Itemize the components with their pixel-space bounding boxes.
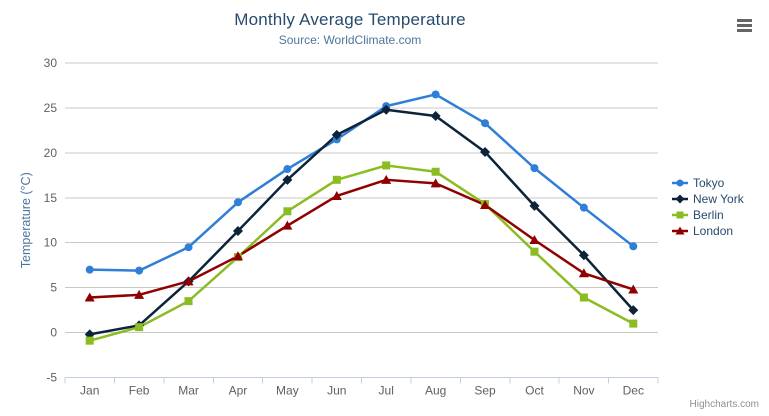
data-point-london[interactable]: [628, 284, 639, 294]
series-line-new-york[interactable]: [88, 108, 635, 336]
data-point-berlin[interactable]: [283, 207, 292, 216]
x-axis-label: Oct: [525, 384, 544, 398]
series-line-berlin[interactable]: [88, 164, 635, 342]
data-point-berlin[interactable]: [332, 175, 341, 184]
data-point-tokyo[interactable]: [184, 243, 193, 252]
diamond-marker-icon: [672, 194, 688, 203]
legend-item-berlin[interactable]: Berlin: [671, 207, 744, 222]
data-point-tokyo[interactable]: [431, 90, 440, 99]
data-point-london[interactable]: [529, 235, 540, 245]
legend-item-new-york[interactable]: New York: [671, 191, 744, 206]
data-point-berlin[interactable]: [382, 161, 391, 170]
x-axis-label: Aug: [425, 384, 446, 398]
x-axis-label: Apr: [229, 384, 248, 398]
circle-marker-icon: [672, 179, 688, 186]
x-axis-label: Dec: [623, 384, 644, 398]
y-axis-label: 0: [50, 326, 57, 340]
x-axis-label: Jul: [379, 384, 394, 398]
x-axis-label: Nov: [573, 384, 594, 398]
data-point-berlin[interactable]: [530, 247, 539, 256]
hamburger-icon: [736, 18, 752, 22]
y-axis-label: 15: [44, 191, 58, 205]
data-point-new-york[interactable]: [480, 146, 491, 157]
data-point-tokyo[interactable]: [481, 119, 490, 128]
data-point-london[interactable]: [480, 199, 491, 209]
data-point-berlin[interactable]: [85, 336, 94, 345]
data-point-new-york[interactable]: [430, 111, 441, 122]
data-point-new-york[interactable]: [331, 129, 342, 140]
legend-item-label: Berlin: [693, 207, 724, 222]
data-point-berlin[interactable]: [629, 319, 638, 328]
data-point-berlin[interactable]: [135, 323, 144, 332]
y-axis-label: -5: [46, 371, 57, 385]
y-axis-label: 25: [44, 101, 58, 115]
y-axis-label: 5: [50, 281, 57, 295]
legend-item-london[interactable]: London: [671, 223, 744, 238]
data-point-london[interactable]: [183, 276, 194, 286]
legend-item-label: New York: [693, 191, 744, 206]
data-point-tokyo[interactable]: [579, 203, 588, 212]
x-axis-label: Sep: [474, 384, 496, 398]
data-point-london[interactable]: [430, 178, 441, 188]
data-point-new-york[interactable]: [232, 226, 243, 237]
data-point-tokyo[interactable]: [233, 198, 242, 207]
data-point-tokyo[interactable]: [283, 165, 292, 174]
data-point-new-york[interactable]: [381, 104, 392, 115]
y-axis-label: 10: [44, 236, 58, 250]
chart-title: Monthly Average Temperature: [234, 10, 466, 29]
x-axis-label: Jan: [80, 384, 99, 398]
square-marker-icon: [672, 211, 688, 218]
data-point-tokyo[interactable]: [530, 164, 539, 173]
data-point-berlin[interactable]: [431, 167, 440, 176]
x-axis-label: May: [276, 384, 299, 398]
hamburger-icon: [736, 23, 752, 27]
chart-subtitle: Source: WorldClimate.com: [278, 33, 422, 47]
data-point-tokyo[interactable]: [135, 266, 144, 275]
y-axis-label: 20: [44, 146, 58, 160]
data-point-london[interactable]: [578, 268, 589, 278]
series-line-london[interactable]: [88, 178, 635, 299]
legend-item-label: London: [693, 223, 734, 238]
data-point-tokyo[interactable]: [629, 242, 638, 251]
x-axis-label: Mar: [178, 384, 199, 398]
y-axis-label: 30: [44, 56, 58, 70]
triangle-marker-icon: [672, 226, 688, 234]
data-point-new-york[interactable]: [628, 305, 639, 316]
data-point-london[interactable]: [331, 190, 342, 200]
x-axis-label: Feb: [129, 384, 150, 398]
data-point-new-york[interactable]: [578, 250, 589, 261]
data-point-london[interactable]: [282, 220, 293, 230]
legend: Tokyo New York Berlin London: [671, 175, 744, 238]
y-axis-title: Temperature (°C): [19, 172, 33, 268]
credits-link[interactable]: Highcharts.com: [689, 399, 759, 410]
data-point-london[interactable]: [381, 174, 392, 184]
data-point-london[interactable]: [134, 289, 145, 299]
hamburger-icon: [736, 28, 752, 32]
x-axis-label: Jun: [327, 384, 346, 398]
data-point-london[interactable]: [232, 251, 243, 261]
data-point-london[interactable]: [84, 292, 95, 302]
data-point-new-york[interactable]: [282, 174, 293, 185]
series-line-tokyo[interactable]: [88, 93, 635, 272]
legend-item-tokyo[interactable]: Tokyo: [671, 175, 744, 190]
data-point-berlin[interactable]: [184, 297, 193, 306]
data-point-berlin[interactable]: [579, 293, 588, 302]
data-point-tokyo[interactable]: [85, 265, 94, 274]
data-point-new-york[interactable]: [529, 200, 540, 211]
legend-item-label: Tokyo: [693, 175, 725, 190]
export-menu-button[interactable]: [731, 14, 757, 36]
